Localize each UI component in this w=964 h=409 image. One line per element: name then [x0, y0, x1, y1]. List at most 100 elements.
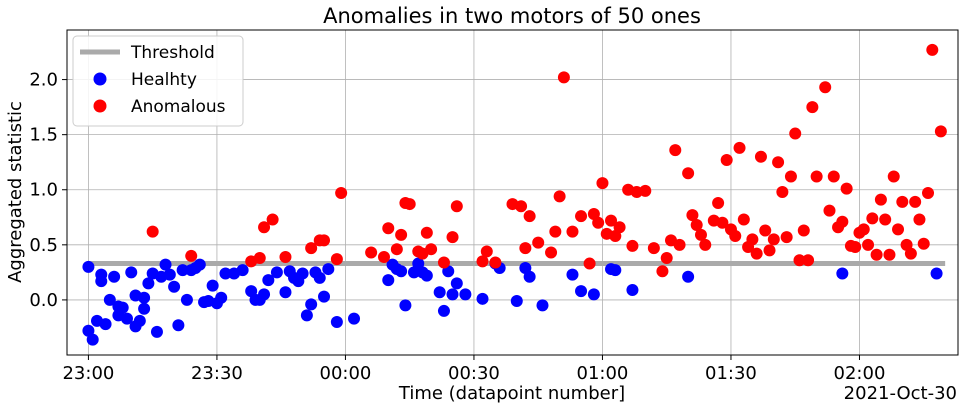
anomalous-point: [810, 170, 823, 183]
x-tick-label: 23:00: [62, 363, 114, 384]
healthy-point: [682, 270, 695, 283]
healthy-point: [236, 264, 249, 277]
anomalous-point: [759, 224, 772, 237]
anomalous-point: [909, 195, 922, 208]
x-axis-label: Time (datapoint number]: [398, 383, 625, 404]
anomalous-point: [690, 219, 703, 231]
anomalous-point: [335, 187, 348, 200]
legend-threshold-label: Threshold: [130, 43, 215, 63]
healthy-point: [536, 299, 549, 312]
healthy-point: [459, 288, 472, 301]
healthy-point: [133, 314, 146, 327]
legend-healthy-swatch: [93, 72, 107, 86]
healthy-point: [575, 285, 588, 298]
anomalous-point: [515, 200, 528, 213]
anomalous-point: [819, 81, 832, 94]
anomalous-point: [545, 246, 558, 259]
anomalous-point: [797, 224, 810, 237]
healthy-point: [193, 258, 206, 271]
healthy-point: [86, 333, 99, 346]
legend: Threshold Healhty Anomalous: [72, 35, 244, 127]
anomalous-point: [922, 187, 935, 200]
x-tick-label: 01:30: [705, 363, 757, 384]
anomalous-point: [754, 150, 767, 163]
anomalous-point: [305, 242, 318, 255]
y-axis-label: Aggregated statistic: [5, 101, 26, 283]
healthy-point: [108, 270, 121, 283]
anomalous-point: [532, 236, 545, 249]
anomalous-point: [647, 242, 660, 255]
healthy-point: [609, 264, 622, 277]
anomalous-point: [566, 225, 579, 238]
x-tick-label: 01:00: [577, 363, 629, 384]
healthy-point: [330, 315, 343, 328]
anomalous-point: [840, 182, 853, 195]
healthy-point: [215, 291, 228, 304]
anomalous-point: [827, 170, 840, 183]
healthy-point: [138, 291, 151, 304]
anomalous-point: [793, 254, 806, 267]
anomalous-point: [887, 170, 900, 183]
healthy-point: [138, 302, 151, 315]
healthy-point: [318, 290, 331, 303]
anomalous-point: [446, 231, 459, 244]
healthy-point: [510, 295, 523, 308]
anomalous-point: [917, 237, 930, 250]
anomalous-point: [720, 154, 733, 166]
anomalous-point: [377, 250, 390, 263]
anomalous-point: [253, 252, 266, 265]
anomalous-point: [553, 190, 566, 203]
healthy-point: [142, 277, 155, 290]
anomalous-point: [823, 204, 836, 217]
anomalous-point: [866, 212, 879, 225]
healthy-point: [450, 277, 463, 290]
healthy-point: [395, 265, 408, 278]
anomalous-point: [489, 256, 502, 269]
healthy-point: [180, 293, 193, 306]
healthy-point: [420, 269, 433, 282]
anomalous-point: [592, 216, 605, 229]
anomalous-point: [330, 253, 343, 266]
healthy-point: [163, 268, 176, 281]
anomalous-point: [729, 230, 742, 243]
anomalous-point: [784, 170, 797, 183]
healthy-point: [626, 284, 639, 296]
healthy-point: [168, 280, 181, 293]
anomalous-point: [737, 213, 750, 226]
healthy-point: [523, 270, 536, 283]
healthy-series: [82, 257, 943, 346]
healthy-point: [476, 292, 489, 305]
healthy-point: [296, 267, 309, 280]
anomalous-point: [776, 185, 789, 198]
healthy-point: [437, 304, 450, 317]
healthy-point: [433, 286, 446, 299]
x-tick-label: 00:00: [320, 363, 372, 384]
y-tick-label: 1.5: [29, 125, 58, 146]
healthy-point: [300, 309, 313, 322]
anomalous-point: [686, 209, 699, 222]
anomalous-point: [669, 144, 682, 157]
anomalous-point: [746, 233, 759, 246]
legend-box: [72, 35, 244, 127]
anomalous-point: [450, 200, 463, 213]
anomalous-point: [557, 71, 570, 84]
anomalous-point: [763, 244, 776, 257]
healthy-point: [382, 274, 395, 287]
anomalous-point: [476, 255, 489, 268]
y-tick-label: 0.0: [29, 290, 58, 311]
anomalous-point: [395, 228, 408, 241]
healthy-point: [95, 268, 108, 281]
anomalous-point: [733, 141, 746, 154]
anomalous-point: [682, 167, 695, 180]
anomalous-point: [780, 231, 793, 244]
anomalous-point: [883, 248, 896, 261]
healthy-point: [176, 264, 189, 277]
x-axis-offset-label: 2021-Oct-30: [844, 383, 957, 404]
anomalous-point: [857, 223, 870, 236]
healthy-point: [930, 267, 943, 280]
healthy-point: [399, 299, 412, 312]
anomalous-point: [519, 242, 532, 255]
healthy-point: [120, 312, 133, 325]
anomalous-point: [836, 215, 849, 228]
